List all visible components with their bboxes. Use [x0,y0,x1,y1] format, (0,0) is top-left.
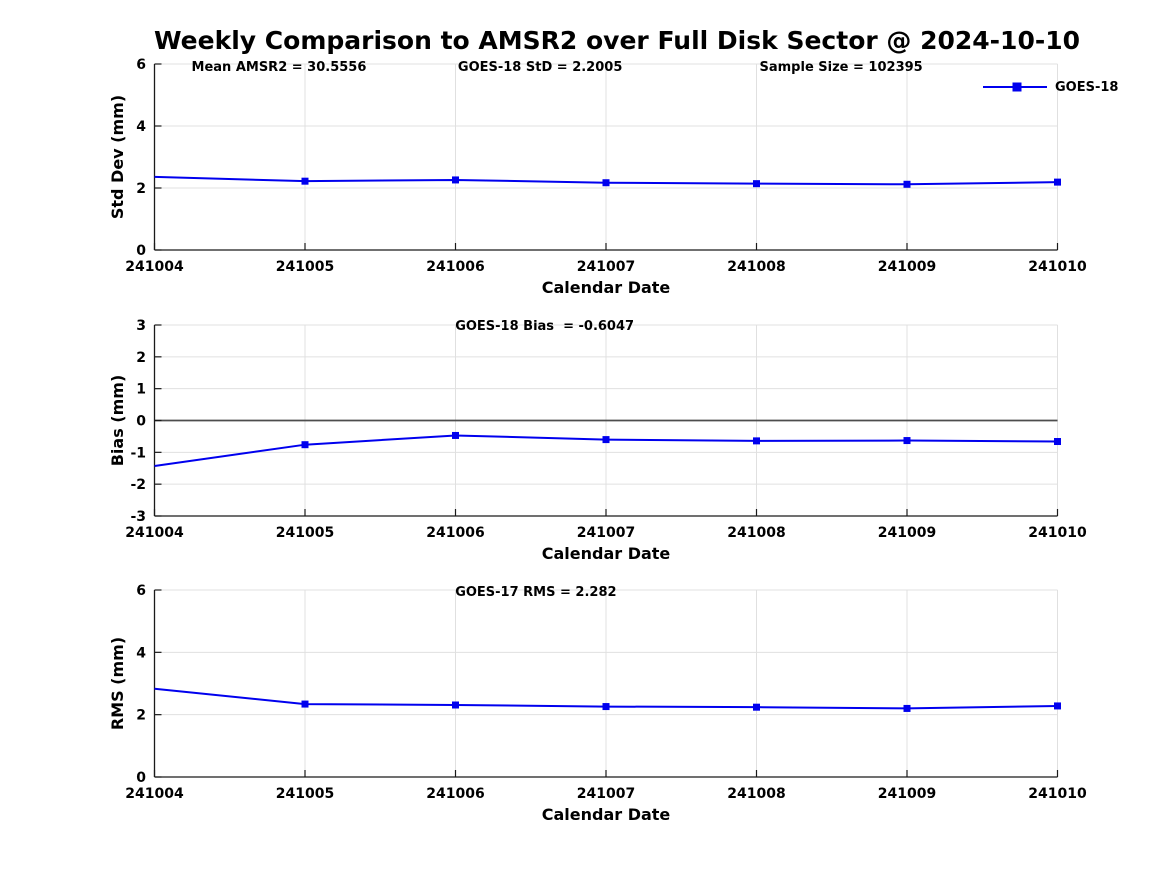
data-point-marker [602,703,610,711]
y-tick-label: 0 [136,770,146,786]
x-tick-label: 241005 [276,786,334,802]
y-axis-label: Bias (mm) [108,375,127,467]
x-tick-label: 241005 [276,259,334,275]
y-tick-label: 3 [136,318,146,334]
x-tick-label: 241008 [727,259,785,275]
x-tick-label: 241010 [1028,786,1087,802]
legend-series-label: GOES-18 [1055,79,1119,95]
x-axis-label: Calendar Date [542,278,671,297]
figure-title: Weekly Comparison to AMSR2 over Full Dis… [154,26,1081,55]
data-point-marker [1054,178,1061,186]
y-tick-label: 4 [136,645,146,661]
data-point-marker [452,176,459,184]
data-point-marker [301,441,309,449]
data-point-marker [602,436,610,444]
x-tick-label: 241004 [125,525,184,541]
x-tick-label: 241007 [577,525,635,541]
x-tick-label: 241008 [727,525,785,541]
subplot-rms: 0 2 4 6 241004 241005 241006 241007 241008 241009… [108,583,1087,824]
data-point-marker [1054,438,1061,446]
subplot-std-dev: 0 2 4 6 241004 241005 241006 241007 241008 241009… [108,57,1087,297]
x-tick-label: 241007 [577,259,635,275]
y-tick-label: 2 [136,708,146,724]
x-tick-label: 241005 [276,525,334,541]
y-tick-label: -2 [130,477,146,493]
x-tick-label: 241004 [125,259,184,275]
x-tick-label: 241004 [125,786,184,802]
x-tick-label: 241006 [426,525,484,541]
data-point-marker [602,179,610,187]
x-tick-label: 241008 [727,786,785,802]
plot-annotation: GOES-18 StD = 2.2005 [458,60,622,75]
data-point-marker [903,437,911,445]
data-point-marker [903,704,911,712]
y-tick-label: 6 [136,583,146,599]
y-tick-label: 1 [136,382,146,398]
y-axis-label: RMS (mm) [108,637,127,730]
x-axis-label: Calendar Date [542,544,671,563]
plot-annotation: Mean AMSR2 = 30.5556 [192,60,367,75]
y-tick-label: 4 [136,119,146,135]
x-tick-label: 241009 [878,259,936,275]
x-axis-label: Calendar Date [542,805,671,824]
data-point-marker [452,431,459,439]
legend: GOES-18 [981,78,1118,96]
data-point-marker [753,437,760,445]
y-tick-label: 0 [136,243,146,259]
legend-sample [983,82,1047,92]
x-tick-label: 241009 [878,525,936,541]
y-tick-label: -1 [130,445,146,461]
x-tick-label: 241007 [577,786,635,802]
x-tick-label: 241006 [426,259,484,275]
data-point-marker [753,703,760,711]
legend-marker-icon [1012,82,1022,92]
x-tick-label: 241010 [1028,525,1087,541]
subplot-bias: -3 -2 -1 0 1 2 3 241004 241005 241006 241007 241008… [108,318,1087,563]
y-tick-label: 2 [136,181,146,197]
x-tick-label: 241009 [878,786,936,802]
plot-annotation: GOES-17 RMS = 2.282 [455,585,616,600]
data-point-marker [301,177,309,185]
y-axis-label: Std Dev (mm) [108,95,127,219]
plot-annotation: GOES-18 Bias = -0.6047 [455,319,634,334]
y-tick-label: -3 [130,509,146,525]
data-point-marker [452,701,459,709]
data-point-marker [903,180,911,188]
y-tick-label: 2 [136,350,146,366]
plot-annotation: Sample Size = 102395 [760,60,923,75]
data-point-marker [1054,702,1061,710]
y-tick-label: 6 [136,57,146,73]
data-point-marker [753,180,760,188]
x-tick-label: 241010 [1028,259,1087,275]
y-tick-label: 0 [136,414,146,430]
data-point-marker [301,700,309,708]
x-tick-label: 241006 [426,786,484,802]
